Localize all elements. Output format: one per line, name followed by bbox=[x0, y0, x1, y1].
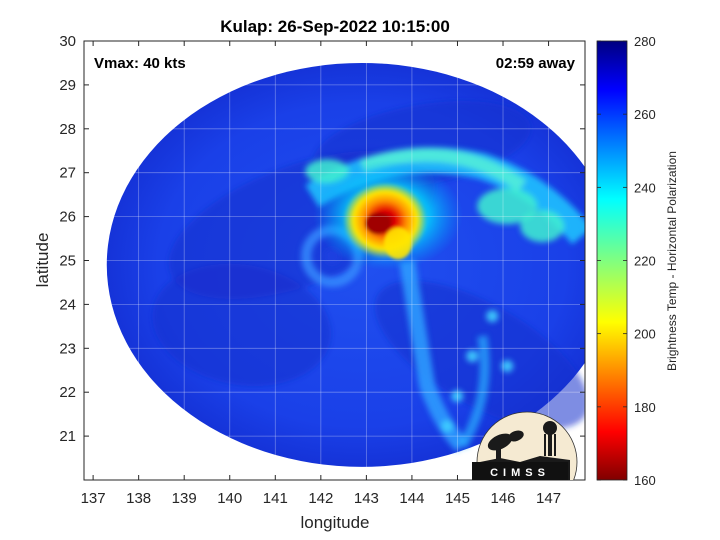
y-tick-label: 28 bbox=[59, 121, 76, 138]
x-axis: 137 138 139 140 141 142 143 144 145 146 147 bbox=[81, 41, 561, 507]
time-away-label: 02:59 away bbox=[496, 55, 576, 72]
cold-core bbox=[343, 182, 428, 260]
brightness-temperature-image bbox=[106, 63, 585, 467]
y-axis-label: latitude bbox=[33, 233, 52, 288]
x-tick-label: 146 bbox=[491, 490, 516, 507]
grid-lines bbox=[84, 41, 585, 480]
x-tick-label: 143 bbox=[354, 490, 379, 507]
y-tick-label: 25 bbox=[59, 253, 76, 270]
x-tick-label: 142 bbox=[308, 490, 333, 507]
x-tick-label: 144 bbox=[399, 490, 424, 507]
colorbar-tick-label: 260 bbox=[634, 107, 656, 122]
x-tick-label: 139 bbox=[172, 490, 197, 507]
y-axis: 21 22 23 24 25 26 27 28 29 30 bbox=[59, 33, 585, 445]
colorbar-label: Brightness Temp - Horizontal Polarizatio… bbox=[665, 151, 679, 371]
colorbar-tick-label: 160 bbox=[634, 473, 656, 488]
y-tick-label: 22 bbox=[59, 384, 76, 401]
logo-text: CIMSS bbox=[490, 467, 550, 479]
x-tick-label: 138 bbox=[126, 490, 151, 507]
x-tick-label: 140 bbox=[217, 490, 242, 507]
y-tick-label: 24 bbox=[59, 296, 76, 313]
y-tick-label: 26 bbox=[59, 209, 76, 226]
y-tick-label: 21 bbox=[59, 428, 76, 445]
y-tick-label: 23 bbox=[59, 340, 76, 357]
colorbar bbox=[596, 40, 628, 481]
x-tick-label: 147 bbox=[536, 490, 561, 507]
colorbar-ticks: 160 180 200 220 240 260 280 bbox=[597, 34, 656, 488]
y-tick-label: 29 bbox=[59, 77, 76, 94]
vmax-label: Vmax: 40 kts bbox=[94, 55, 186, 72]
x-tick-label: 137 bbox=[81, 490, 106, 507]
y-tick-label: 27 bbox=[59, 165, 76, 182]
x-tick-label: 145 bbox=[445, 490, 470, 507]
colorbar-tick-label: 200 bbox=[634, 327, 656, 342]
x-axis-label: longitude bbox=[300, 513, 369, 532]
y-tick-label: 30 bbox=[59, 33, 76, 50]
colorbar-tick-label: 240 bbox=[634, 180, 656, 195]
colorbar-tick-label: 280 bbox=[634, 34, 656, 49]
x-tick-label: 141 bbox=[263, 490, 288, 507]
chart-title: Kulap: 26-Sep-2022 10:15:00 bbox=[220, 17, 450, 36]
cimss-logo: CIMSS bbox=[472, 411, 578, 480]
colorbar-tick-label: 220 bbox=[634, 254, 656, 269]
colorbar-tick-label: 180 bbox=[634, 400, 656, 415]
